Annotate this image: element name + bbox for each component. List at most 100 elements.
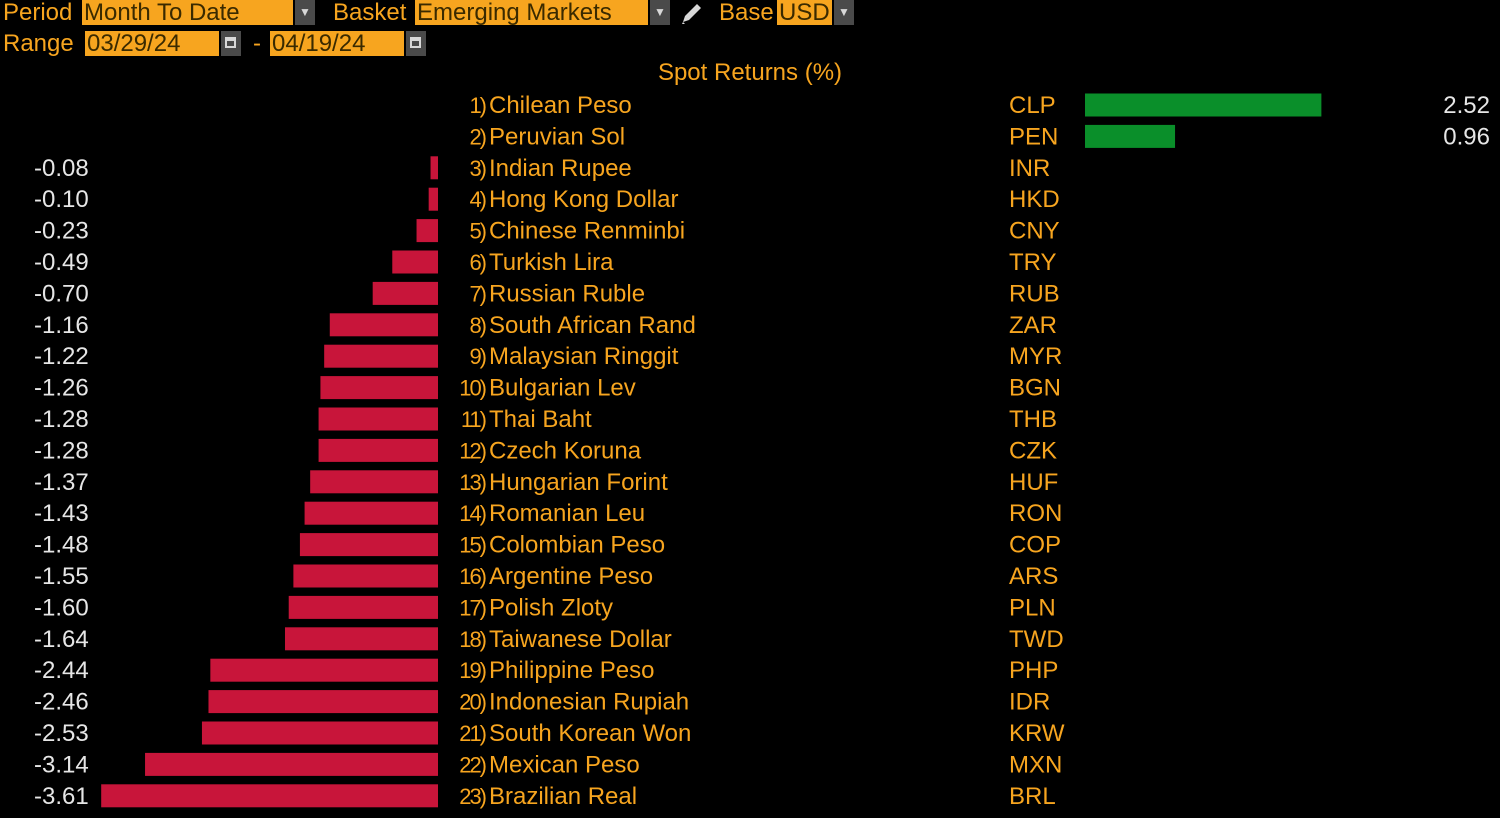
bar-huf (310, 470, 438, 494)
value-label-myr: -1.22 (34, 343, 89, 370)
value-label-thb: -1.28 (34, 406, 89, 433)
value-label-brl: -3.61 (34, 783, 89, 810)
rank-label: 22) (459, 752, 485, 777)
currency-name: South Korean Won (489, 720, 691, 747)
period-select[interactable]: Month To Date (82, 0, 293, 25)
basket-select[interactable]: Emerging Markets (415, 0, 648, 25)
currency-code: ARS (1009, 563, 1058, 590)
value-label-pln: -1.60 (34, 594, 89, 621)
currency-name: Russian Ruble (489, 280, 645, 307)
rank-label: 17) (459, 595, 485, 620)
base-select[interactable]: USD (777, 0, 832, 25)
value-label-idr: -2.46 (34, 689, 89, 716)
currency-name: Turkish Lira (489, 249, 614, 276)
currency-code: INR (1009, 155, 1050, 182)
currency-code: COP (1009, 532, 1061, 559)
value-label-zar: -1.16 (34, 312, 89, 339)
currency-name: Peruvian Sol (489, 123, 625, 150)
calendar-icon[interactable] (406, 31, 426, 56)
bar-twd (284, 627, 438, 651)
value-label-try: -0.49 (34, 249, 89, 276)
bar-pln (288, 595, 438, 619)
rank-label: 11) (461, 407, 486, 432)
value-label-ron: -1.43 (34, 500, 89, 527)
value-label-cny: -0.23 (34, 218, 89, 245)
value-label-bgn: -1.26 (34, 375, 89, 402)
currency-code: IDR (1009, 689, 1050, 716)
currency-code: CLP (1009, 92, 1056, 119)
bar-myr (324, 344, 438, 368)
range-separator: - (253, 30, 261, 57)
pencil-icon[interactable] (679, 2, 705, 26)
rank-label: 2) (469, 124, 485, 149)
value-label-huf: -1.37 (34, 469, 89, 496)
currency-name: Taiwanese Dollar (489, 626, 672, 653)
currency-name: Colombian Peso (489, 532, 665, 559)
value-label-czk: -1.28 (34, 437, 89, 464)
rank-label: 8) (469, 313, 485, 338)
value-label-cop: -1.48 (34, 532, 89, 559)
value-label-hkd: -0.10 (34, 186, 89, 213)
bar-pen (1085, 124, 1176, 148)
basket-label: Basket (333, 0, 407, 26)
range-start-field[interactable]: 03/29/24 (85, 31, 219, 56)
calendar-icon[interactable] (221, 31, 241, 56)
rank-label: 21) (459, 721, 485, 746)
rank-label: 23) (459, 784, 485, 809)
currency-code: BGN (1009, 375, 1061, 402)
currency-code: CNY (1009, 218, 1060, 245)
rank-label: 14) (459, 501, 485, 526)
currency-code: PLN (1009, 594, 1056, 621)
currency-code: ZAR (1009, 312, 1057, 339)
bar-try (392, 250, 438, 274)
chevron-down-icon[interactable]: ▼ (295, 0, 315, 25)
value-label-krw: -2.53 (34, 720, 89, 747)
currency-name: Hungarian Forint (489, 469, 668, 496)
bar-thb (318, 407, 438, 431)
rank-label: 5) (469, 219, 485, 244)
range-end-field[interactable]: 04/19/24 (270, 31, 404, 56)
currency-code: TRY (1009, 249, 1057, 276)
bar-ars (293, 564, 438, 588)
rank-label: 9) (469, 344, 485, 369)
currency-code: PEN (1009, 123, 1058, 150)
rank-label: 7) (469, 281, 485, 306)
value-label-ars: -1.55 (34, 563, 89, 590)
currency-code: KRW (1009, 720, 1065, 747)
currency-code: HUF (1009, 469, 1058, 496)
bar-idr (208, 690, 438, 714)
currency-name: Chinese Renminbi (489, 218, 685, 245)
currency-code: RUB (1009, 280, 1060, 307)
currency-code: MYR (1009, 343, 1062, 370)
rank-label: 20) (459, 690, 485, 715)
rank-label: 18) (459, 627, 485, 652)
currency-name: Chilean Peso (489, 92, 632, 119)
currency-code: MXN (1009, 751, 1062, 778)
bar-brl (101, 784, 438, 808)
bar-rub (372, 281, 438, 305)
value-label-inr: -0.08 (34, 155, 89, 182)
currency-name: Thai Baht (489, 406, 592, 433)
currency-name: Polish Zloty (489, 594, 613, 621)
chevron-down-icon[interactable]: ▼ (650, 0, 670, 25)
value-label-clp: 2.52 (1443, 92, 1490, 119)
currency-name: Argentine Peso (489, 563, 653, 590)
currency-code: THB (1009, 406, 1057, 433)
rank-label: 15) (459, 533, 485, 558)
currency-name: Indian Rupee (489, 155, 632, 182)
base-label: Base (719, 0, 774, 26)
currency-name: Romanian Leu (489, 500, 645, 527)
rank-label: 6) (469, 250, 485, 275)
value-label-php: -2.44 (34, 657, 89, 684)
currency-name: Mexican Peso (489, 751, 640, 778)
bar-php (210, 658, 438, 682)
rank-label: 4) (469, 187, 485, 212)
bar-cop (299, 533, 438, 557)
chevron-down-icon[interactable]: ▼ (834, 0, 854, 25)
bar-clp (1085, 93, 1322, 117)
rank-label: 13) (459, 470, 485, 495)
bar-czk (318, 438, 438, 462)
currency-name: Bulgarian Lev (489, 375, 636, 402)
currency-name: Czech Koruna (489, 437, 642, 464)
